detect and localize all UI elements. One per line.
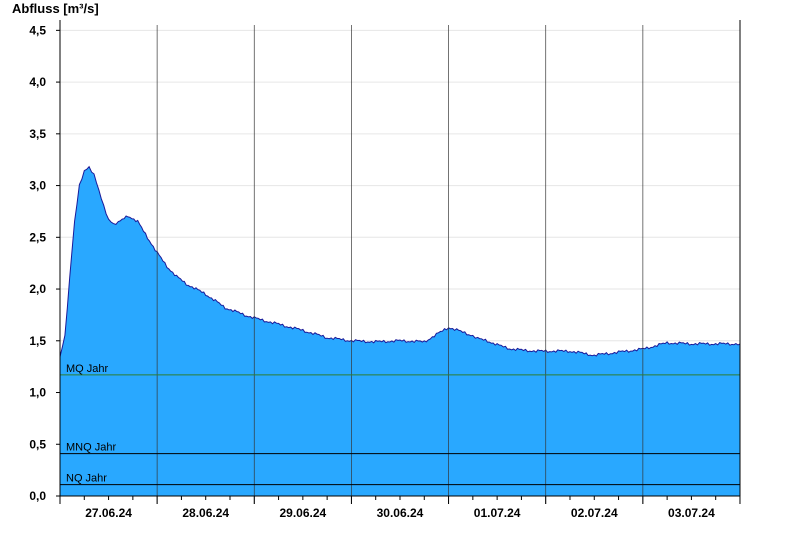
- reference-label: NQ Jahr: [66, 473, 107, 485]
- x-day-label: 27.06.24: [85, 506, 132, 520]
- y-tick-label: 4,0: [29, 75, 46, 89]
- y-tick-label: 1,5: [29, 334, 46, 348]
- y-axis-title: Abfluss [m³/s]: [12, 1, 99, 16]
- x-day-label: 02.07.24: [571, 506, 618, 520]
- x-day-label: 01.07.24: [474, 506, 521, 520]
- y-tick-label: 1,0: [29, 386, 46, 400]
- reference-lines: MQ Jahr MNQ Jahr NQ Jahr: [60, 363, 740, 486]
- x-day-label: 30.06.24: [377, 506, 424, 520]
- reference-label: MQ Jahr: [66, 363, 109, 375]
- discharge-area: [60, 166, 740, 496]
- y-tick-label: 3,5: [29, 127, 46, 141]
- x-day-label: 03.07.24: [668, 506, 715, 520]
- y-tick-label: 4,5: [29, 23, 46, 37]
- discharge-line: [59, 165, 741, 357]
- x-day-label: 29.06.24: [279, 506, 326, 520]
- y-tick-label: 0,5: [29, 437, 46, 451]
- day-separators: [156, 25, 644, 504]
- y-tick-label: 2,0: [29, 282, 46, 296]
- y-tick-label: 3,0: [29, 179, 46, 193]
- plot-area: [59, 165, 741, 496]
- y-tick-label: 0,0: [29, 489, 46, 503]
- reference-label: MNQ Jahr: [66, 442, 116, 454]
- axes: 0,0 0,5 1,0 1,5 2,0 2,5 3,0 3,5 4,0 4,5 27.06.24 28…: [29, 20, 741, 520]
- x-day-label: 28.06.24: [182, 506, 229, 520]
- y-tick-label: 2,5: [29, 230, 46, 244]
